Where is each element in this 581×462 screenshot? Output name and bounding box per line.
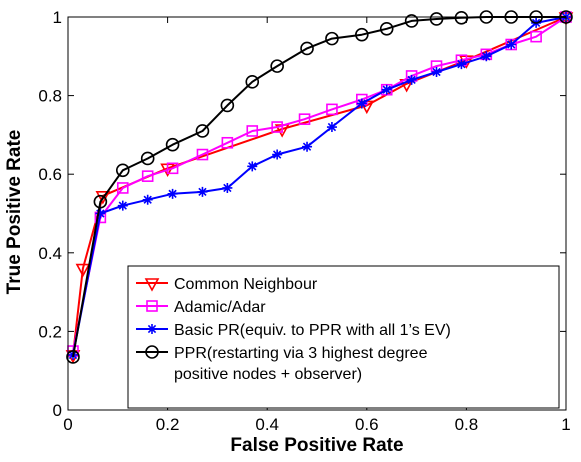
data-point <box>456 59 467 70</box>
data-point <box>116 182 129 194</box>
legend-marker <box>145 345 159 359</box>
x-tick-label: 0.2 <box>156 415 180 434</box>
data-point <box>246 125 259 137</box>
data-point <box>381 84 392 95</box>
legend-entry-2: Basic PR(equiv. to PPR with all 1’s EV) <box>136 322 451 339</box>
data-point <box>302 141 313 152</box>
y-tick-label: 1 <box>53 8 62 27</box>
data-point <box>404 14 419 28</box>
data-point <box>356 98 367 109</box>
data-point <box>298 113 311 125</box>
data-point <box>300 41 314 56</box>
data-point <box>222 182 233 193</box>
data-point <box>93 194 108 209</box>
data-point <box>247 161 258 172</box>
x-tick-label: 0.8 <box>455 415 479 434</box>
data-point <box>270 59 284 73</box>
data-point <box>326 103 338 116</box>
data-point <box>326 122 337 133</box>
data-point <box>221 136 234 149</box>
data-point <box>325 31 339 46</box>
axes-frame <box>67 16 567 411</box>
legend-box <box>127 265 560 409</box>
data-point <box>271 121 283 133</box>
legend-label: Adamic/Adar <box>174 299 266 316</box>
x-tick-label: 1 <box>561 415 570 434</box>
data-point <box>245 75 260 89</box>
data-point <box>272 149 283 160</box>
series-line <box>72 16 567 356</box>
data-point <box>220 98 235 113</box>
data-point <box>196 148 209 161</box>
legend-label: Common Neighbour <box>174 276 318 293</box>
x-tick-label: 0.6 <box>355 415 379 434</box>
y-axis-title: True Positive Rate <box>4 130 25 295</box>
y-tick-label: 0.4 <box>38 244 62 263</box>
x-axis-title: False Positive Rate <box>230 435 403 456</box>
data-point <box>141 170 154 182</box>
data-point <box>165 137 180 152</box>
data-point <box>166 162 179 175</box>
data-point <box>506 39 517 50</box>
legend: Common Neighbour Adamic/Adar Basic PR(equi… <box>127 265 560 409</box>
data-point <box>66 350 80 364</box>
legend-label: Basic PR(equiv. to PPR with all 1’s EV) <box>174 322 451 339</box>
data-point <box>355 27 369 42</box>
data-point <box>167 188 178 199</box>
y-tick-label: 0 <box>53 401 62 420</box>
data-point <box>195 124 210 138</box>
data-point <box>454 10 469 25</box>
series-line <box>72 16 567 352</box>
legend-entry-1: Adamic/Adar <box>136 299 266 316</box>
data-point <box>406 74 417 85</box>
data-point <box>117 200 128 211</box>
legend-marker <box>144 278 160 292</box>
series-layer <box>65 10 574 364</box>
data-point <box>429 12 444 26</box>
data-point <box>197 186 208 197</box>
legend-label: PPR(restarting via 3 highest degree <box>174 345 428 362</box>
data-point <box>115 163 130 178</box>
axes-layer: 0 0.2 0.4 0.6 0.8 1 0 0.2 0.4 0.6 0.8 1 <box>38 8 570 434</box>
legend-label: positive nodes + observer) <box>174 366 362 383</box>
data-point <box>95 191 111 205</box>
data-point <box>530 30 542 43</box>
y-tick-label: 0.8 <box>38 87 62 106</box>
legend-entry-0: Common Neighbour <box>136 276 318 293</box>
data-point <box>481 51 492 62</box>
y-tick-label: 0.2 <box>38 322 62 341</box>
x-tick-label: 0.4 <box>255 415 279 434</box>
data-point <box>95 208 106 219</box>
x-tick-label: 0 <box>63 415 72 434</box>
data-point <box>379 21 394 36</box>
legend-marker <box>146 300 158 312</box>
data-point <box>431 67 442 78</box>
y-tick-label: 0.6 <box>38 165 62 184</box>
legend-marker <box>147 324 157 334</box>
data-point <box>140 151 155 166</box>
data-point <box>75 263 91 278</box>
legend-entry-3: PPR(restarting via 3 highest degree posit… <box>136 345 428 383</box>
data-point <box>142 194 153 205</box>
